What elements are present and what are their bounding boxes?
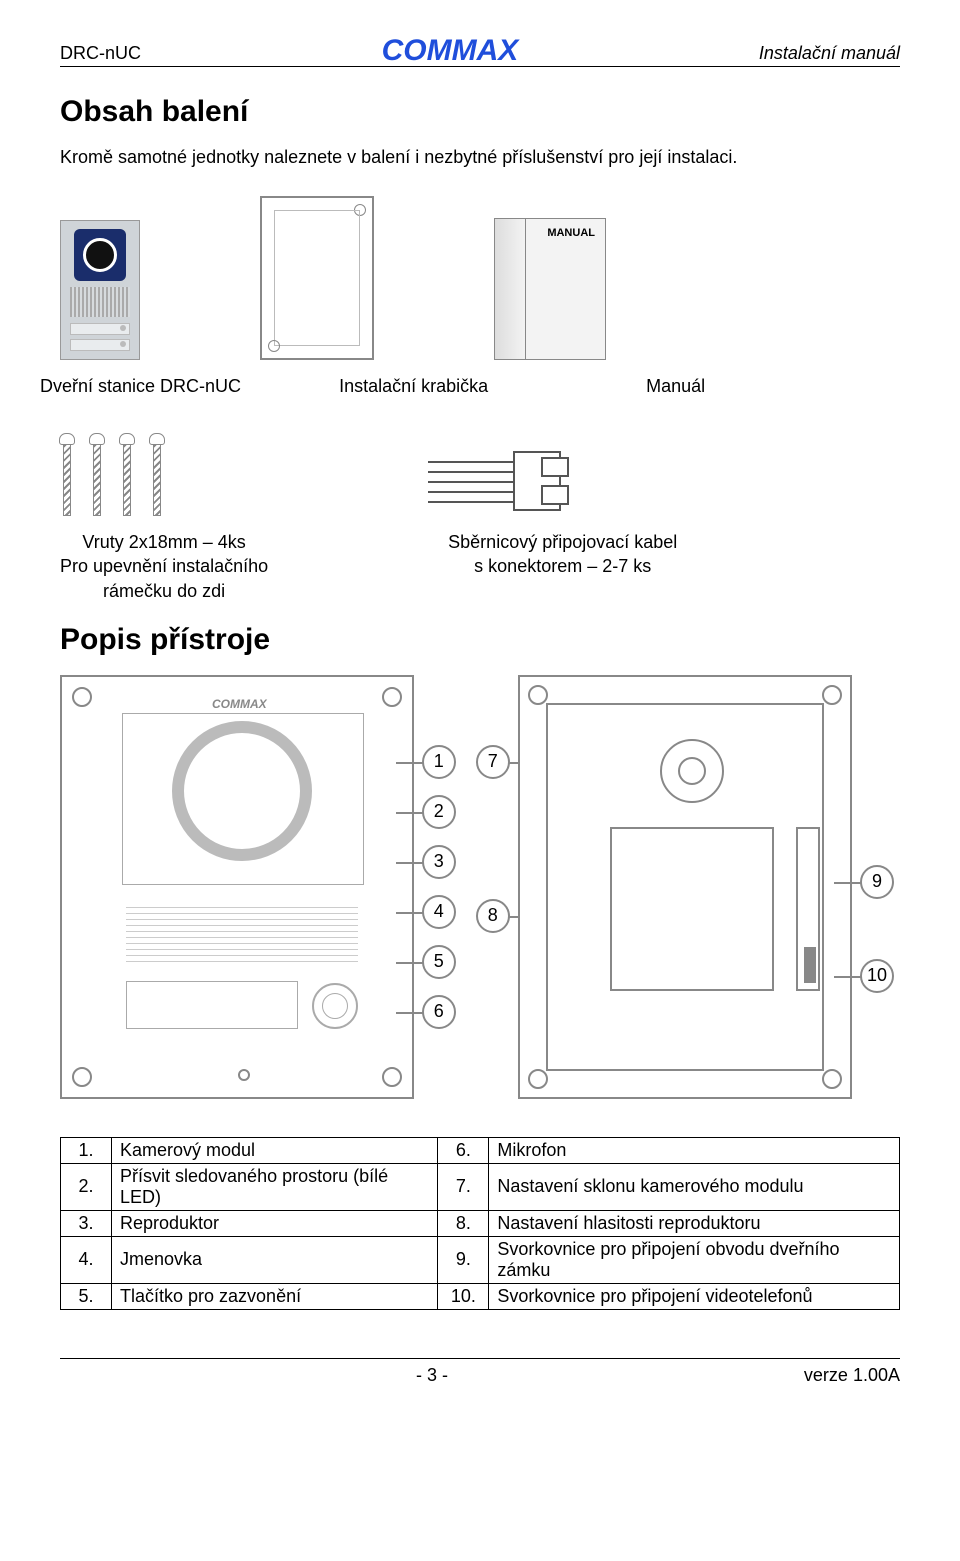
footer-version: verze 1.00A xyxy=(804,1365,900,1386)
name-plate xyxy=(126,981,298,1029)
mount-hole-icon xyxy=(382,687,402,707)
cell-num: 5. xyxy=(61,1283,112,1309)
callout-1: 1 xyxy=(422,745,456,779)
microphone-hole xyxy=(238,1069,250,1081)
label-manual: Manuál xyxy=(646,376,705,397)
mount-hole-icon xyxy=(822,685,842,705)
table-row: 1. Kamerový modul 6. Mikrofon xyxy=(61,1137,900,1163)
front-brand-label: COMMAX xyxy=(212,697,267,711)
terminal-block-small xyxy=(804,947,816,983)
call-button-icon xyxy=(70,339,130,351)
screw-icon xyxy=(60,433,74,516)
cell-text: Nastavení sklonu kamerového modulu xyxy=(489,1163,900,1210)
box-contents-row-2 xyxy=(60,433,900,516)
mount-hole-icon xyxy=(72,1067,92,1087)
callout-2: 2 xyxy=(422,795,456,829)
callouts-left-panel: 1 2 3 4 5 6 xyxy=(422,745,462,1029)
cell-text: Jmenovka xyxy=(112,1236,438,1283)
cell-text: Reproduktor xyxy=(112,1210,438,1236)
page-header: DRC-nUC COMMAX Instalační manuál xyxy=(60,30,900,67)
screw-icon xyxy=(90,433,104,516)
bus-cable-illustration xyxy=(424,446,584,516)
camera-bezel xyxy=(74,229,126,281)
install-box-inner xyxy=(274,210,360,346)
callout-9: 9 xyxy=(860,865,894,899)
cell-text: Přísvit sledovaného prostoru (bílé LED) xyxy=(112,1163,438,1210)
mount-hole-icon xyxy=(528,1069,548,1089)
cell-num: 10. xyxy=(438,1283,489,1309)
row2-labels: Vruty 2x18mm – 4ks Pro upevnění instalač… xyxy=(60,530,900,603)
front-panel-diagram: COMMAX xyxy=(60,675,414,1099)
cell-num: 8. xyxy=(438,1210,489,1236)
callout-3: 3 xyxy=(422,845,456,879)
cell-text: Kamerový modul xyxy=(112,1137,438,1163)
callouts-right-panel-right: 9 10 xyxy=(860,865,900,993)
mount-hole-icon xyxy=(72,687,92,707)
cell-text: Svorkovnice pro připojení obvodu dveřníh… xyxy=(489,1236,900,1283)
camera-lens-icon xyxy=(83,238,117,272)
parts-table: 1. Kamerový modul 6. Mikrofon 2. Přísvit… xyxy=(60,1137,900,1310)
label-screws: Vruty 2x18mm – 4ks Pro upevnění instalač… xyxy=(60,530,268,603)
mount-hole-icon xyxy=(382,1067,402,1087)
callouts-right-panel-left: 7 8 xyxy=(470,745,510,933)
tilt-adjust-knob xyxy=(660,739,724,803)
screw-icon xyxy=(150,433,164,516)
page: DRC-nUC COMMAX Instalační manuál Obsah b… xyxy=(0,0,960,1561)
cell-num: 4. xyxy=(61,1236,112,1283)
cell-text: Nastavení hlasitosti reproduktoru xyxy=(489,1210,900,1236)
table-row: 2. Přísvit sledovaného prostoru (bílé LE… xyxy=(61,1163,900,1210)
callout-6: 6 xyxy=(422,995,456,1029)
callout-4: 4 xyxy=(422,895,456,929)
device-diagram-row: COMMAX 1 2 3 4 5 6 7 8 xyxy=(60,675,900,1099)
cell-text: Svorkovnice pro připojení videotelefonů xyxy=(489,1283,900,1309)
cell-num: 6. xyxy=(438,1137,489,1163)
label-install-box: Instalační krabička xyxy=(339,376,488,397)
call-bell-button xyxy=(312,983,358,1029)
call-buttons-icon xyxy=(70,323,130,351)
cell-num: 2. xyxy=(61,1163,112,1210)
cell-text: Mikrofon xyxy=(489,1137,900,1163)
table-row: 4. Jmenovka 9. Svorkovnice pro připojení… xyxy=(61,1236,900,1283)
manual-illustration: MANUAL xyxy=(494,218,606,360)
camera-ring xyxy=(172,721,312,861)
callout-5: 5 xyxy=(422,945,456,979)
header-doc-type: Instalační manuál xyxy=(759,43,900,64)
table-row: 3. Reproduktor 8. Nastavení hlasitosti r… xyxy=(61,1210,900,1236)
screw-icon xyxy=(120,433,134,516)
row1-labels: Dveřní stanice DRC-nUC Instalační krabič… xyxy=(60,376,900,397)
mount-hole-icon xyxy=(822,1069,842,1089)
manual-label: MANUAL xyxy=(547,227,595,239)
brand-logo: COMMAX xyxy=(382,34,519,68)
intro-paragraph: Kromě samotné jednotky naleznete v balen… xyxy=(60,147,900,168)
label-door-station: Dveřní stanice DRC-nUC xyxy=(40,376,241,397)
cell-text: Tlačítko pro zazvonění xyxy=(112,1283,438,1309)
screws-illustration xyxy=(60,433,164,516)
cell-num: 9. xyxy=(438,1236,489,1283)
mount-hole-icon xyxy=(528,685,548,705)
pcb-cover xyxy=(610,827,774,991)
callout-10: 10 xyxy=(860,959,894,993)
table-row: 5. Tlačítko pro zazvonění 10. Svorkovnic… xyxy=(61,1283,900,1309)
cell-num: 1. xyxy=(61,1137,112,1163)
section-title-contents: Obsah balení xyxy=(60,95,900,129)
door-station-illustration xyxy=(60,220,140,360)
header-model: DRC-nUC xyxy=(60,43,141,64)
speaker-grille-icon xyxy=(70,287,130,317)
page-footer: - 3 - verze 1.00A xyxy=(60,1359,900,1386)
box-contents-row-1: MANUAL xyxy=(60,196,900,360)
callout-7: 7 xyxy=(476,745,510,779)
speaker-grille xyxy=(126,905,358,967)
label-cable: Sběrnicový připojovací kabel s konektore… xyxy=(448,530,677,603)
footer-page-number: - 3 - xyxy=(416,1365,448,1386)
callout-8: 8 xyxy=(476,899,510,933)
cell-num: 7. xyxy=(438,1163,489,1210)
call-button-icon xyxy=(70,323,130,335)
section-title-device: Popis přístroje xyxy=(60,623,900,657)
install-box-illustration xyxy=(260,196,374,360)
cell-num: 3. xyxy=(61,1210,112,1236)
back-panel-diagram xyxy=(518,675,852,1099)
